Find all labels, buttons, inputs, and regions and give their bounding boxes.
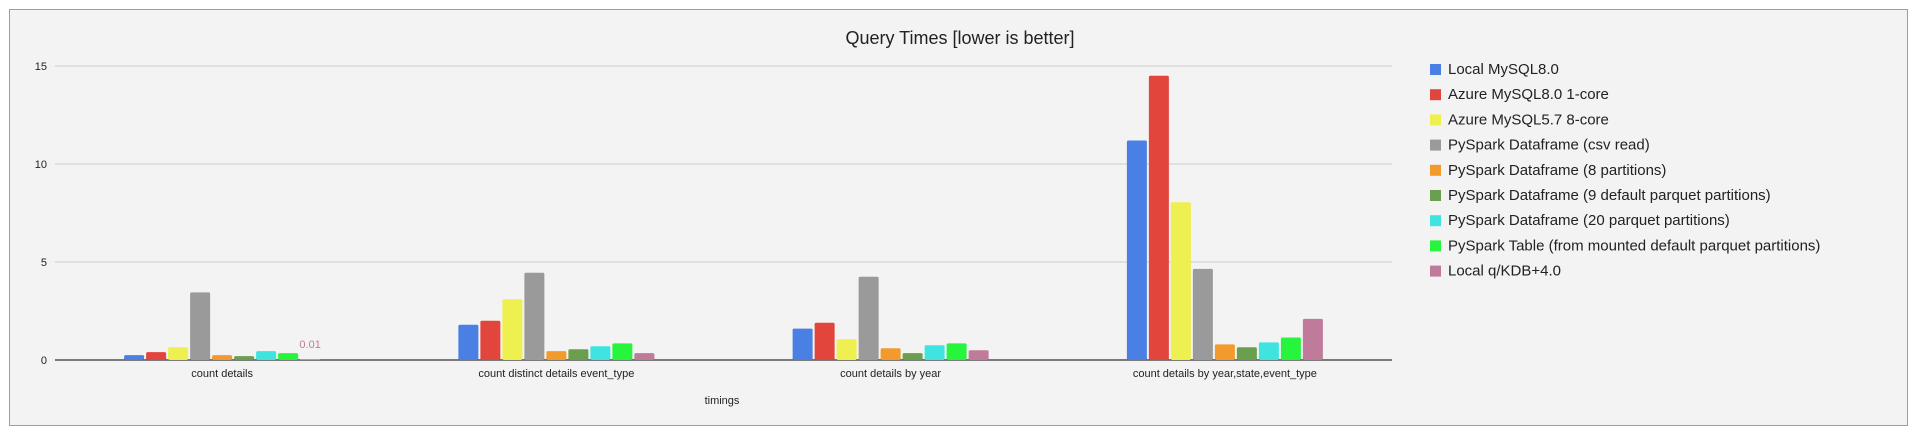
bar [168,347,189,360]
legend-label: PySpark Dataframe (csv read) [1448,137,1650,154]
bar [1192,268,1213,360]
chart-title: Query Times [lower is better] [845,28,1074,48]
y-axis-ticks: 0 5 10 15 [35,61,47,367]
x-tick-label: count details [191,368,253,380]
bar [814,322,835,360]
y-tick-label: 5 [41,257,47,269]
bar [300,359,321,360]
bar [634,353,655,360]
bar [546,351,567,360]
bar [1302,318,1323,360]
bar [234,356,255,360]
bar [1258,342,1279,360]
bar [1280,337,1301,360]
legend-swatch [1430,190,1441,201]
bar [968,350,989,360]
bar [256,351,277,360]
bar [792,328,813,360]
bar [502,299,523,360]
legend-label: Local MySQL8.0 [1448,61,1559,78]
bar [1148,75,1169,361]
legend-swatch [1430,164,1441,176]
legend-swatch [1430,139,1441,151]
bar [946,343,967,360]
bar [880,348,901,360]
x-axis-ticks: count details count distinct details even… [191,368,1317,380]
annotations: 0.01 [299,339,320,351]
bar [212,355,233,360]
bar [836,339,857,360]
legend-label: Azure MySQL5.7 8-core [1448,111,1609,128]
gridlines [55,65,1392,361]
y-tick-label: 0 [41,355,47,367]
bar [1236,347,1257,360]
x-axis-label: timings [705,395,740,407]
legend-swatch [1430,114,1441,126]
bar [524,272,545,360]
y-tick-label: 10 [35,159,47,171]
legend-label: Local q/KDB+4.0 [1448,263,1561,280]
bar [858,276,879,360]
legend-label: Azure MySQL8.0 1-core [1448,86,1609,103]
bar [612,343,633,360]
bar [902,353,923,360]
bar [146,352,167,360]
legend-label: PySpark Dataframe (8 partitions) [1448,162,1666,179]
bar [190,292,211,360]
bar [924,345,945,360]
legend-swatch [1430,240,1441,252]
bar [1126,140,1147,360]
legend: Local MySQL8.0 Azure MySQL8.0 1-core Azure… [1430,61,1820,280]
bar [278,353,299,360]
bar [1214,344,1235,360]
legend-label: PySpark Dataframe (9 default parquet par… [1448,187,1771,204]
legend-label: PySpark Dataframe (20 parquet partitions… [1448,212,1730,229]
legend-swatch [1430,89,1441,101]
bars [124,75,1323,361]
legend-swatch [1430,64,1441,75]
legend-swatch [1430,215,1441,227]
bar [1170,202,1191,360]
bar [590,346,611,360]
legend-label: PySpark Table (from mounted default parq… [1448,237,1820,254]
bar [480,320,501,360]
bar [568,349,589,360]
x-tick-label: count details by year,state,event_type [1133,368,1317,380]
x-tick-label: count details by year [840,368,941,380]
bar [458,324,479,360]
legend-swatch [1430,265,1441,277]
bar [124,355,145,360]
x-tick-label: count distinct details event_type [478,368,634,380]
y-tick-label: 15 [35,61,47,73]
data-label: 0.01 [299,339,320,351]
